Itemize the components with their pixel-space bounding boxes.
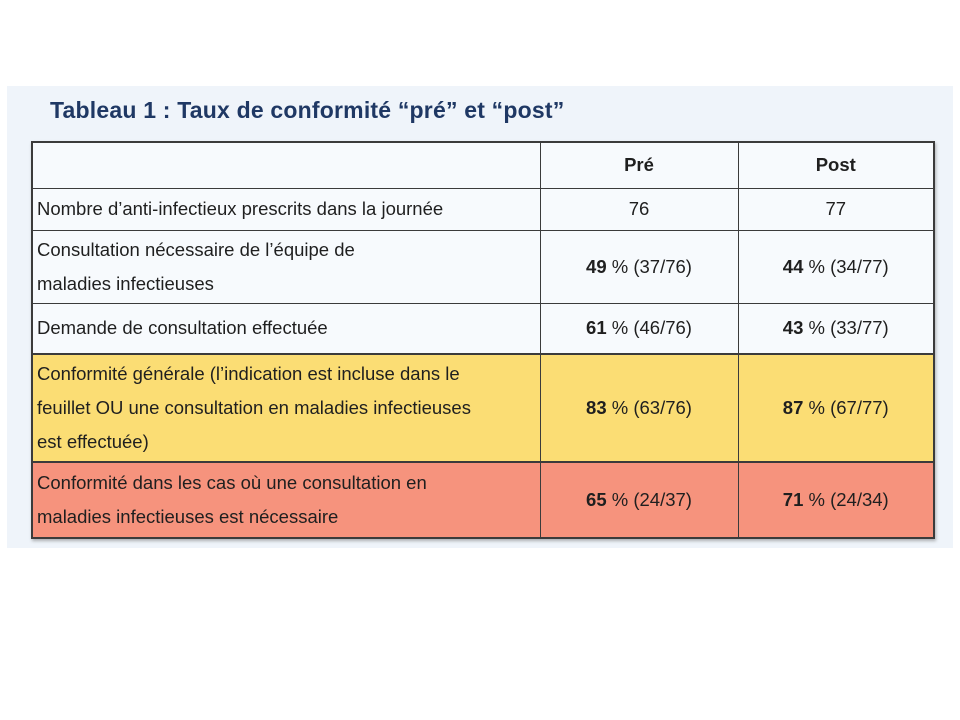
row-label: Demande de consultation effectuée bbox=[31, 302, 541, 355]
pre-value: 49 % (37/76) bbox=[539, 229, 739, 304]
header-cell-post: Post bbox=[737, 141, 935, 189]
row-label: Conformité dans les cas où une consultat… bbox=[31, 461, 541, 539]
row-label: Conformité générale (l’indication est in… bbox=[31, 353, 541, 463]
post-value: 44 % (34/77) bbox=[737, 229, 935, 304]
table-row-general-conformity: Conformité générale (l’indication est in… bbox=[31, 353, 935, 463]
pre-value: 76 bbox=[539, 187, 739, 231]
table-row: Nombre d’anti-infectieux prescrits dans … bbox=[31, 187, 935, 231]
pre-value: 61 % (46/76) bbox=[539, 302, 739, 355]
pre-value: 65 % (24/37) bbox=[539, 461, 739, 539]
post-value: 43 % (33/77) bbox=[737, 302, 935, 355]
table-header-row: Pré Post bbox=[31, 141, 935, 189]
pre-value: 83 % (63/76) bbox=[539, 353, 739, 463]
post-value: 71 % (24/34) bbox=[737, 461, 935, 539]
header-cell-pre: Pré bbox=[539, 141, 739, 189]
row-label: Nombre d’anti-infectieux prescrits dans … bbox=[31, 187, 541, 231]
table-row-consultation-conformity: Conformité dans les cas où une consultat… bbox=[31, 461, 935, 539]
post-value: 87 % (67/77) bbox=[737, 353, 935, 463]
header-cell-empty bbox=[31, 141, 541, 189]
row-label: Consultation nécessaire de l’équipe de m… bbox=[31, 229, 541, 304]
table-row: Consultation nécessaire de l’équipe de m… bbox=[31, 229, 935, 304]
conformity-table: Pré Post Nombre d’anti-infectieux prescr… bbox=[31, 141, 935, 539]
slide-panel: Tableau 1 : Taux de conformité “pré” et … bbox=[7, 86, 953, 548]
post-value: 77 bbox=[737, 187, 935, 231]
page-title: Tableau 1 : Taux de conformité “pré” et … bbox=[50, 97, 565, 123]
table-row: Demande de consultation effectuée 61 % (… bbox=[31, 302, 935, 355]
